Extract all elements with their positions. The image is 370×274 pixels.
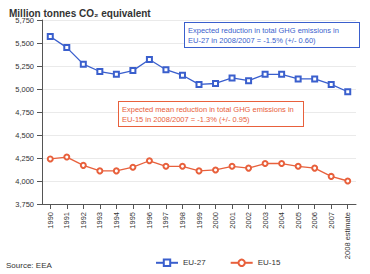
svg-text:2003: 2003 — [261, 212, 270, 229]
svg-text:3,750: 3,750 — [15, 200, 34, 209]
svg-text:2000: 2000 — [211, 212, 220, 229]
svg-text:2002: 2002 — [244, 212, 253, 229]
svg-text:1992: 1992 — [79, 212, 88, 229]
svg-text:2008 estimate: 2008 estimate — [343, 212, 352, 259]
svg-text:4,750: 4,750 — [15, 108, 34, 117]
svg-text:5,000: 5,000 — [15, 85, 34, 94]
svg-text:1993: 1993 — [95, 212, 104, 229]
svg-text:Source: EEA: Source: EEA — [6, 261, 52, 270]
svg-text:1997: 1997 — [161, 212, 170, 229]
svg-text:EU-15: EU-15 — [258, 258, 281, 267]
svg-text:1996: 1996 — [145, 212, 154, 229]
svg-text:EU-27 in 2008/2007 = -1.5% (+/: EU-27 in 2008/2007 = -1.5% (+/- 0.60) — [188, 36, 316, 45]
svg-text:EU-27: EU-27 — [183, 258, 206, 267]
svg-text:5,250: 5,250 — [15, 62, 34, 71]
svg-text:2004: 2004 — [277, 212, 286, 229]
svg-text:1995: 1995 — [128, 212, 137, 229]
svg-text:EU-15 in 2008/2007 = -1.3% (+/: EU-15 in 2008/2007 = -1.3% (+/- 0.95) — [122, 115, 250, 124]
svg-text:2005: 2005 — [294, 212, 303, 229]
svg-text:Expected mean reduction in tot: Expected mean reduction in total GHG emi… — [122, 105, 296, 114]
svg-text:1998: 1998 — [178, 212, 187, 229]
svg-text:5,750: 5,750 — [15, 15, 34, 25]
svg-text:4,000: 4,000 — [15, 177, 34, 186]
svg-text:2007: 2007 — [327, 212, 336, 229]
svg-text:5,500: 5,500 — [15, 39, 34, 48]
svg-text:1990: 1990 — [46, 212, 55, 229]
svg-text:4,250: 4,250 — [15, 154, 34, 163]
svg-text:4,500: 4,500 — [15, 131, 34, 140]
svg-text:2006: 2006 — [310, 212, 319, 229]
svg-text:Expected reduction in total GH: Expected reduction in total GHG emission… — [188, 26, 341, 35]
svg-text:Million tonnes CO₂ equivalent: Million tonnes CO₂ equivalent — [9, 8, 151, 19]
svg-text:1994: 1994 — [112, 212, 121, 229]
svg-text:2001: 2001 — [228, 212, 237, 229]
svg-text:1999: 1999 — [195, 212, 204, 229]
svg-text:1991: 1991 — [62, 212, 71, 229]
